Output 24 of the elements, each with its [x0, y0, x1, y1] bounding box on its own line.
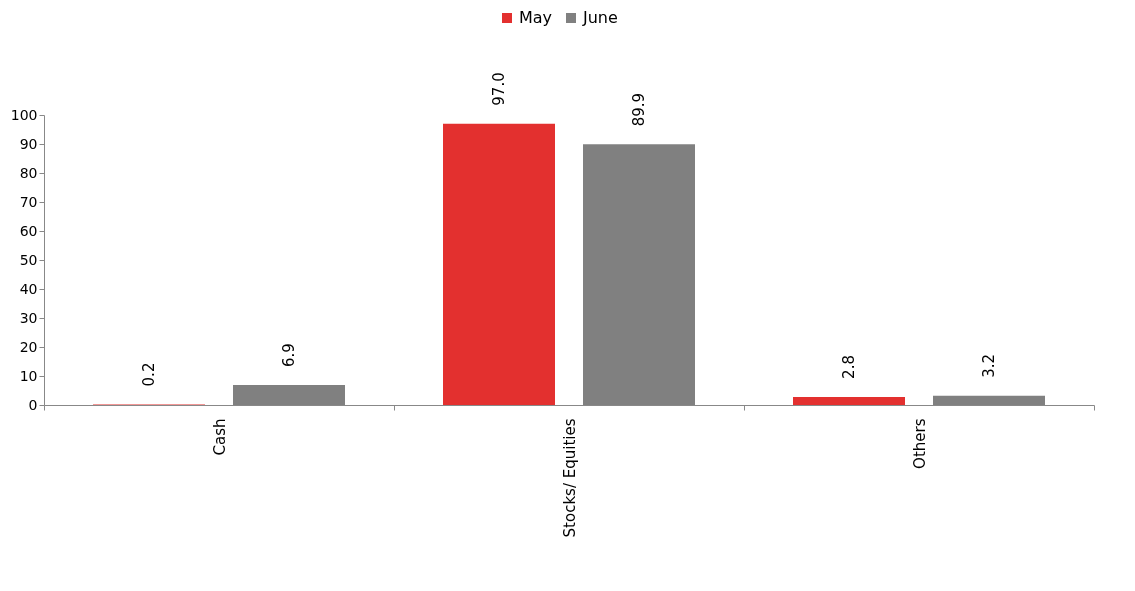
y-tick-label: 60: [19, 222, 38, 239]
y-tick-label: 100: [10, 106, 38, 123]
data-label: 6.9: [280, 343, 298, 367]
y-tick-label: 0: [28, 396, 38, 413]
y-tick-label: 70: [19, 193, 38, 210]
x-tick-label: Cash: [210, 418, 229, 456]
x-tick-label: Stocks/ Equities: [560, 418, 579, 538]
data-label: 89.9: [630, 92, 648, 127]
y-tick-label: 50: [19, 251, 38, 268]
bar: [443, 123, 555, 405]
data-label: 2.8: [840, 355, 858, 379]
x-tick-label: Others: [910, 418, 929, 469]
bar: [793, 396, 905, 405]
legend-label: June: [582, 8, 618, 27]
data-label: 3.2: [980, 353, 998, 378]
y-tick-label: 40: [19, 280, 38, 297]
data-label: 0.2: [140, 362, 158, 387]
y-tick-label: 10: [19, 367, 38, 384]
legend-label: May: [519, 8, 553, 27]
data-label: 97.0: [490, 72, 508, 106]
y-tick-label: 30: [19, 309, 38, 326]
y-tick-label: 80: [19, 164, 38, 181]
y-tick-label: 90: [19, 135, 38, 152]
y-tick-label: 20: [19, 338, 38, 355]
